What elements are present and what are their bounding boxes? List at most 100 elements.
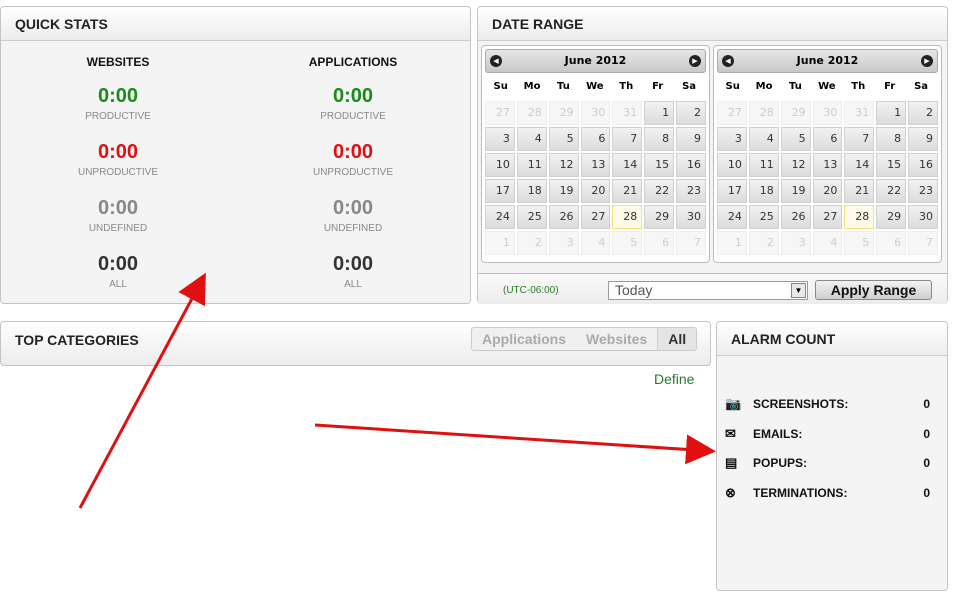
calendar-day[interactable]: 23 bbox=[676, 179, 706, 203]
apply-range-button[interactable]: Apply Range bbox=[815, 280, 932, 300]
next-month-icon[interactable]: ▶ bbox=[689, 55, 701, 67]
calendar-day[interactable]: 15 bbox=[876, 153, 907, 177]
calendar-day[interactable]: 9 bbox=[908, 127, 938, 151]
calendar-day[interactable]: 21 bbox=[844, 179, 875, 203]
calendar-day[interactable]: 6 bbox=[812, 127, 843, 151]
calendar-day[interactable]: 30 bbox=[908, 205, 938, 229]
calendar-day[interactable]: 24 bbox=[485, 205, 515, 229]
calendar-day[interactable]: 5 bbox=[844, 231, 875, 255]
calendar-month: June 2012 bbox=[564, 54, 627, 67]
calendar-day[interactable]: 17 bbox=[485, 179, 515, 203]
calendar-day[interactable]: 4 bbox=[580, 231, 611, 255]
calendar-day[interactable]: 13 bbox=[580, 153, 611, 177]
calendar-day[interactable]: 11 bbox=[748, 153, 779, 177]
calendar-day[interactable]: 31 bbox=[844, 101, 875, 125]
calendar-day[interactable]: 7 bbox=[908, 231, 938, 255]
calendar-day[interactable]: 7 bbox=[844, 127, 875, 151]
calendar-day[interactable]: 30 bbox=[812, 101, 843, 125]
calendar-day[interactable]: 21 bbox=[612, 179, 643, 203]
tab-websites[interactable]: Websites bbox=[586, 331, 648, 347]
calendar-day[interactable]: 1 bbox=[717, 231, 747, 255]
calendar-day[interactable]: 22 bbox=[644, 179, 675, 203]
calendar-day[interactable]: 28 bbox=[844, 205, 875, 229]
calendar-day[interactable]: 10 bbox=[485, 153, 515, 177]
calendar-day[interactable]: 20 bbox=[812, 179, 843, 203]
calendar-day[interactable]: 8 bbox=[644, 127, 675, 151]
calendar-day[interactable]: 28 bbox=[612, 205, 643, 229]
tab-all[interactable]: All bbox=[657, 328, 697, 350]
calendar-day[interactable]: 18 bbox=[748, 179, 779, 203]
calendar-day[interactable]: 4 bbox=[516, 127, 547, 151]
calendar-day[interactable]: 25 bbox=[748, 205, 779, 229]
calendar-day[interactable]: 19 bbox=[548, 179, 579, 203]
date-range-panel: DATE RANGE ◀ June 2012 ▶ Su Mo Tu We Th Fr Sa 27 28… bbox=[477, 6, 948, 304]
calendar-day[interactable]: 27 bbox=[485, 101, 515, 125]
calendar-day[interactable]: 30 bbox=[676, 205, 706, 229]
calendar-day[interactable]: 29 bbox=[876, 205, 907, 229]
next-month-icon[interactable]: ▶ bbox=[921, 55, 933, 67]
calendar-day[interactable]: 16 bbox=[908, 153, 938, 177]
calendar-day[interactable]: 28 bbox=[516, 101, 547, 125]
calendar-day[interactable]: 29 bbox=[548, 101, 579, 125]
calendar-day[interactable]: 15 bbox=[644, 153, 675, 177]
calendar-day[interactable]: 12 bbox=[548, 153, 579, 177]
calendar-day[interactable]: 3 bbox=[780, 231, 811, 255]
calendar-day[interactable]: 2 bbox=[516, 231, 547, 255]
calendar-day[interactable]: 27 bbox=[717, 101, 747, 125]
calendar-day[interactable]: 22 bbox=[876, 179, 907, 203]
calendar-day[interactable]: 5 bbox=[780, 127, 811, 151]
calendar-day[interactable]: 18 bbox=[516, 179, 547, 203]
calendar-day[interactable]: 5 bbox=[548, 127, 579, 151]
calendar-day[interactable]: 6 bbox=[876, 231, 907, 255]
alarm-label: EMAILS: bbox=[753, 426, 803, 441]
calendar-day[interactable]: 1 bbox=[644, 101, 675, 125]
calendar-day[interactable]: 7 bbox=[612, 127, 643, 151]
tab-applications[interactable]: Applications bbox=[482, 331, 567, 347]
calendar-day[interactable]: 2 bbox=[676, 101, 706, 125]
calendar-day[interactable]: 10 bbox=[717, 153, 747, 177]
calendar-day[interactable]: 9 bbox=[676, 127, 706, 151]
calendar-day[interactable]: 28 bbox=[748, 101, 779, 125]
calendar-day[interactable]: 14 bbox=[612, 153, 643, 177]
calendar-day[interactable]: 26 bbox=[780, 205, 811, 229]
calendar-day[interactable]: 12 bbox=[780, 153, 811, 177]
dropdown-arrow-icon[interactable]: ▼ bbox=[791, 283, 806, 298]
calendar-day[interactable]: 17 bbox=[717, 179, 747, 203]
calendar-day[interactable]: 3 bbox=[717, 127, 747, 151]
calendar-day[interactable]: 31 bbox=[612, 101, 643, 125]
calendar-day[interactable]: 2 bbox=[908, 101, 938, 125]
calendar-day[interactable]: 6 bbox=[644, 231, 675, 255]
calendar-day[interactable]: 4 bbox=[748, 127, 779, 151]
calendar-day[interactable]: 29 bbox=[780, 101, 811, 125]
calendar-day[interactable]: 30 bbox=[580, 101, 611, 125]
calendar-day[interactable]: 3 bbox=[485, 127, 515, 151]
calendar-day[interactable]: 7 bbox=[676, 231, 706, 255]
calendar-day[interactable]: 1 bbox=[876, 101, 907, 125]
calendar-day[interactable]: 29 bbox=[644, 205, 675, 229]
prev-month-icon[interactable]: ◀ bbox=[722, 55, 734, 67]
calendar-day[interactable]: 8 bbox=[876, 127, 907, 151]
range-select[interactable]: Today ▼ bbox=[608, 281, 808, 300]
calendar-day[interactable]: 16 bbox=[676, 153, 706, 177]
calendar-day[interactable]: 5 bbox=[612, 231, 643, 255]
calendar-day[interactable]: 11 bbox=[516, 153, 547, 177]
calendar-day[interactable]: 14 bbox=[844, 153, 875, 177]
calendar-day[interactable]: 23 bbox=[908, 179, 938, 203]
calendar-day[interactable]: 4 bbox=[812, 231, 843, 255]
calendar-day[interactable]: 6 bbox=[580, 127, 611, 151]
define-link[interactable]: Define bbox=[654, 371, 695, 387]
calendar-day[interactable]: 2 bbox=[748, 231, 779, 255]
calendar-day[interactable]: 1 bbox=[485, 231, 515, 255]
envelope-icon: ✉ bbox=[725, 425, 736, 441]
calendar-day[interactable]: 13 bbox=[812, 153, 843, 177]
prev-month-icon[interactable]: ◀ bbox=[490, 55, 502, 67]
calendar-day[interactable]: 20 bbox=[580, 179, 611, 203]
calendar-day[interactable]: 25 bbox=[516, 205, 547, 229]
calendar-day[interactable]: 27 bbox=[812, 205, 843, 229]
calendar-day[interactable]: 24 bbox=[717, 205, 747, 229]
calendar-day[interactable]: 19 bbox=[780, 179, 811, 203]
calendar-day[interactable]: 27 bbox=[580, 205, 611, 229]
calendar-day[interactable]: 26 bbox=[548, 205, 579, 229]
stat-value: 0:00 bbox=[332, 197, 374, 219]
calendar-day[interactable]: 3 bbox=[548, 231, 579, 255]
